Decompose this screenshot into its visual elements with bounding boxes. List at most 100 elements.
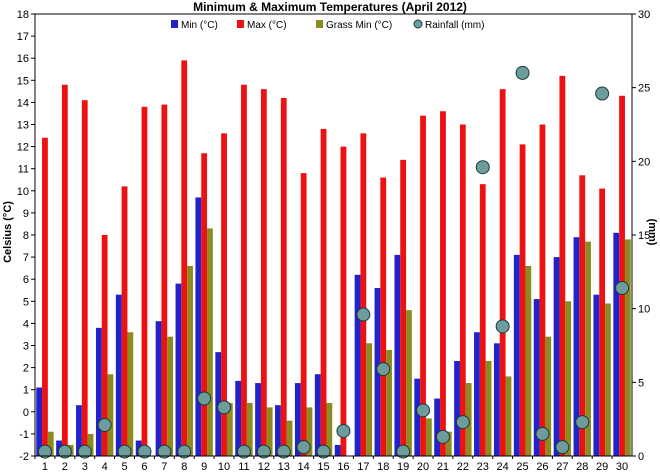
x-tick-label: 16	[337, 461, 349, 473]
bar-min-day-7	[155, 321, 162, 456]
bar-grass-day-14	[306, 407, 313, 456]
bar-min-day-1	[36, 387, 43, 456]
y-tick-label: 8	[23, 230, 29, 242]
rainfall-marker-day-27	[555, 440, 570, 455]
bar-max-day-11	[241, 84, 247, 456]
bar-min-day-8	[175, 283, 182, 456]
rainfall-marker-day-2	[57, 444, 72, 459]
legend-label: Grass Min (°C)	[326, 20, 392, 31]
y2-tick-label: 0	[638, 451, 644, 463]
bar-max-day-22	[459, 124, 466, 456]
y-tick-label: 16	[17, 53, 29, 65]
y-tick-label: 9	[23, 208, 29, 220]
y-tick-label: 17	[17, 31, 29, 43]
bar-max-day-2	[61, 84, 68, 456]
rainfall-marker-day-15	[316, 444, 331, 459]
rainfall-marker-day-26	[535, 426, 550, 441]
bar-max-day-10	[221, 133, 227, 456]
x-tick-label: 21	[437, 461, 449, 473]
bar-max-day-1	[42, 137, 48, 456]
bar-grass-day-20	[425, 418, 432, 456]
bar-min-day-16	[334, 444, 341, 456]
bar-min-day-24	[493, 343, 500, 456]
bar-max-day-20	[420, 115, 426, 456]
bar-max-day-24	[499, 89, 506, 456]
x-tick-label: 8	[181, 461, 187, 473]
rainfall-marker-day-16	[336, 423, 351, 438]
y-tick-label: 18	[17, 9, 29, 21]
y-tick-label: 5	[23, 296, 29, 308]
bar-min-day-20	[414, 378, 421, 456]
bar-max-day-17	[360, 133, 367, 456]
rainfall-marker-day-10	[217, 400, 232, 415]
bar-max-day-5	[121, 186, 128, 456]
x-tick-label: 5	[121, 461, 127, 473]
bar-grass-day-23	[485, 360, 492, 456]
rainfall-marker-day-24	[495, 319, 510, 334]
rainfall-marker-day-20	[416, 403, 431, 418]
legend-swatch-min	[171, 20, 178, 28]
bar-grass-day-1	[47, 431, 54, 456]
rainfall-marker-day-5	[117, 444, 132, 459]
bar-grass-day-19	[406, 310, 412, 456]
bar-min-day-17	[354, 274, 361, 456]
legend-label: Max (°C)	[247, 20, 287, 31]
x-tick-label: 22	[457, 461, 469, 473]
bar-grass-day-17	[366, 343, 373, 456]
rainfall-marker-day-25	[515, 65, 530, 80]
y2-tick-label: 30	[638, 9, 650, 21]
bar-max-day-7	[161, 104, 168, 457]
bar-grass-day-28	[585, 241, 591, 456]
bar-max-day-8	[181, 60, 188, 456]
x-tick-label: 29	[596, 461, 608, 473]
x-tick-label: 7	[161, 461, 167, 473]
legend-label: Min (°C)	[181, 20, 218, 31]
bar-max-day-25	[519, 144, 526, 456]
y2-tick-label: 25	[638, 83, 650, 95]
y-tick-label: -1	[19, 429, 29, 441]
rainfall-marker-day-28	[575, 415, 590, 430]
bar-grass-day-29	[605, 303, 611, 456]
rainfall-marker-day-3	[77, 444, 92, 459]
bar-grass-day-5	[127, 332, 134, 456]
bar-grass-day-3	[87, 433, 94, 456]
bar-min-day-29	[593, 294, 600, 456]
x-tick-label: 30	[616, 461, 628, 473]
axes: -2-1012345678910111213141516171805101520…	[17, 9, 651, 473]
legend-swatch-grass	[316, 20, 323, 28]
rainfall-marker-day-12	[256, 444, 271, 459]
y-tick-label: 14	[17, 97, 29, 109]
bar-max-day-4	[101, 235, 108, 456]
rainfall-marker-day-19	[396, 444, 411, 459]
bar-min-day-30	[613, 232, 620, 456]
rainfall-marker-day-1	[37, 444, 52, 459]
x-tick-label: 9	[201, 461, 207, 473]
legend: Min (°C) Max (°C) Grass Min (°C) Rainfall (…	[171, 19, 484, 31]
rainfall-markers-layer	[37, 65, 630, 459]
bar-grass-day-27	[565, 301, 572, 456]
bar-max-day-16	[340, 146, 347, 456]
rainfall-marker-day-8	[177, 444, 192, 459]
bar-min-day-4	[95, 327, 102, 456]
bar-max-day-18	[380, 177, 387, 457]
y-tick-label: 1	[23, 385, 29, 397]
y2-tick-label: 10	[638, 304, 650, 316]
bar-min-day-23	[474, 332, 480, 456]
bar-max-day-3	[81, 100, 88, 456]
x-tick-label: 26	[536, 461, 548, 473]
bar-grass-day-26	[545, 336, 552, 456]
bar-min-day-3	[76, 405, 82, 456]
bar-grass-day-8	[187, 265, 193, 456]
y-tick-label: 2	[23, 363, 29, 375]
bar-max-day-13	[280, 97, 287, 456]
bar-min-day-13	[275, 405, 281, 456]
x-tick-label: 17	[357, 461, 369, 473]
bar-max-day-12	[260, 89, 267, 456]
bar-max-day-29	[599, 188, 606, 456]
y2-tick-label: 20	[638, 156, 650, 168]
x-tick-label: 2	[62, 461, 68, 473]
y-axis-label: Celsius (°C)	[2, 201, 14, 263]
x-tick-label: 13	[278, 461, 290, 473]
rainfall-marker-day-6	[137, 444, 152, 459]
